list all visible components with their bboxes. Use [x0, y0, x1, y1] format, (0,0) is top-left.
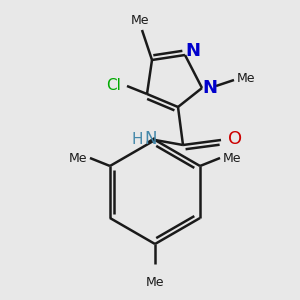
Text: Me: Me: [223, 152, 241, 164]
Text: Me: Me: [237, 73, 255, 85]
Text: O: O: [228, 130, 242, 148]
Text: Cl: Cl: [106, 77, 122, 92]
Text: H: H: [131, 131, 143, 146]
Text: N: N: [185, 42, 200, 60]
Text: Me: Me: [69, 152, 87, 164]
Text: Me: Me: [131, 14, 149, 26]
Text: N: N: [145, 130, 157, 148]
Text: N: N: [202, 79, 217, 97]
Text: Me: Me: [146, 275, 164, 289]
